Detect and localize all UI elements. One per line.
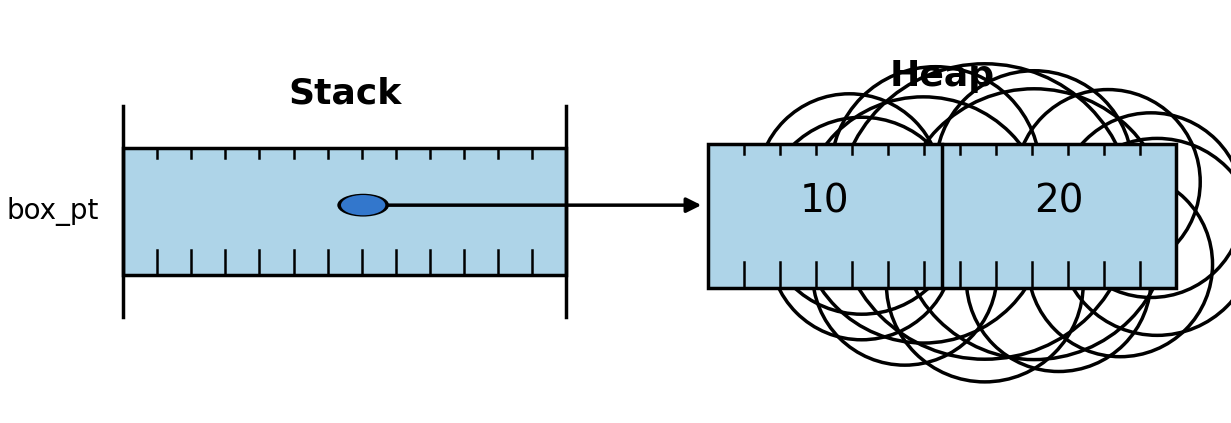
Ellipse shape	[341, 195, 385, 215]
Ellipse shape	[1059, 138, 1231, 335]
Ellipse shape	[831, 67, 1040, 276]
Ellipse shape	[337, 194, 389, 217]
Text: Heap: Heap	[889, 59, 995, 93]
Text: Stack: Stack	[288, 76, 401, 110]
Ellipse shape	[812, 181, 997, 365]
Ellipse shape	[936, 71, 1133, 268]
Bar	[708, 144, 1176, 288]
Ellipse shape	[800, 97, 1046, 343]
Ellipse shape	[763, 117, 960, 314]
Ellipse shape	[966, 187, 1151, 371]
Ellipse shape	[1028, 172, 1213, 357]
Bar	[123, 148, 566, 275]
Ellipse shape	[757, 94, 942, 278]
Ellipse shape	[1059, 113, 1231, 297]
Ellipse shape	[837, 64, 1133, 359]
Text: 20: 20	[1034, 182, 1083, 220]
Text: 10: 10	[800, 182, 849, 220]
Ellipse shape	[1016, 90, 1200, 274]
Ellipse shape	[899, 89, 1169, 360]
Ellipse shape	[886, 185, 1083, 382]
Text: box_pt: box_pt	[6, 197, 98, 226]
Ellipse shape	[769, 155, 954, 340]
